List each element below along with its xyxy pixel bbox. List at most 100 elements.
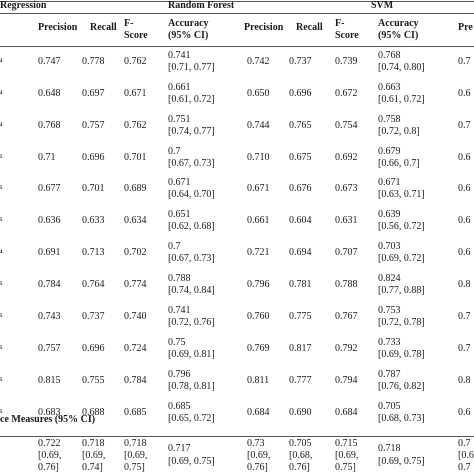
row-label: ⁵ (0, 312, 3, 321)
cell-rf-r: 0.737 (289, 56, 312, 67)
cell-lr-accuracy-ci: [0.74, 0.77] (168, 126, 215, 137)
cell-lr-accuracy-ci: [0.71, 0.77] (168, 62, 215, 73)
row-label: ⁴ (0, 121, 3, 130)
cell-svm-accuracy-value: 0.679 (378, 146, 401, 157)
cell-rf-p: 0.650 (247, 88, 270, 99)
cell-lr-p: 0.815 (38, 375, 61, 386)
cell-next: 0.6 (458, 88, 471, 99)
cell-rf-f: 0.739 (335, 56, 358, 67)
cell-rf-f: 0.788 (335, 279, 358, 290)
cell-rf-r: 0.696 (289, 88, 312, 99)
cell-lr-accuracy-value: 0.741 (168, 305, 191, 316)
cell-svm-accuracy-value: 0.753 (378, 305, 401, 316)
cell-lr-r: 0.778 (82, 56, 105, 67)
cell-lr-accuracy-value: 0.685 (168, 401, 191, 412)
cell-rf-r: 0.675 (289, 152, 312, 163)
summary-rf-fscore-3: 0.75] (335, 462, 356, 473)
cell-svm-accuracy-ci: [0.63, 0.71] (378, 189, 425, 200)
cell-rf-p: 0.744 (247, 120, 270, 131)
cell-svm-accuracy-ci: [0.72, 0.8] (378, 126, 420, 137)
cell-lr-p: 0.747 (38, 56, 61, 67)
cell-rf-f: 0.792 (335, 343, 358, 354)
col-svm-accuracy-1: Accuracy (378, 18, 419, 29)
summary-lr-precision-2: [0.69, (38, 450, 62, 461)
cell-lr-p: 0.683 (38, 407, 61, 418)
cell-next: 0.7 (458, 120, 471, 131)
subheader-rule (0, 46, 474, 47)
cell-lr-p: 0.784 (38, 279, 61, 290)
cell-svm-accuracy-value: 0.824 (378, 273, 401, 284)
col-svm-accuracy-2: (95% CI) (378, 30, 419, 41)
cell-svm-accuracy-value: 0.787 (378, 369, 401, 380)
cell-next: 0.6 (458, 152, 471, 163)
row-label: ⁵ (0, 280, 3, 289)
cell-svm-accuracy-ci: [0.77, 0.88] (378, 285, 425, 296)
summary-rule (0, 436, 474, 437)
cell-rf-f: 0.673 (335, 183, 358, 194)
top-rule (0, 1, 474, 2)
cell-lr-accuracy-value: 0.751 (168, 114, 191, 125)
cell-svm-accuracy-value: 0.758 (378, 114, 401, 125)
cell-lr-accuracy-ci: [0.67, 0.73] (168, 158, 215, 169)
cell-lr-r: 0.696 (82, 152, 105, 163)
cell-lr-accuracy-ci: [0.78, 0.81] (168, 381, 215, 392)
cell-svm-accuracy-value: 0.733 (378, 337, 401, 348)
cell-lr-r: 0.688 (82, 407, 105, 418)
group-header-svm: SVM (371, 0, 394, 11)
summary-rf-fscore-2: [0.69, (335, 450, 359, 461)
row-label: ⁵ (0, 376, 3, 385)
cell-svm-accuracy-ci: [0.76, 0.82] (378, 381, 425, 392)
col-lr-accuracy-2: (95% CI) (168, 30, 209, 41)
cell-lr-r: 0.757 (82, 120, 105, 131)
cell-lr-accuracy-ci: [0.67, 0.73] (168, 253, 215, 264)
cell-next: 0.6 (458, 215, 471, 226)
summary-rf-precision-2: [0.69, (247, 450, 271, 461)
summary-rf-recall-1: 0.705 (289, 438, 312, 449)
summary-rf-recall-3: 0.76] (289, 462, 310, 473)
cell-lr-p: 0.743 (38, 311, 61, 322)
summary-lr-recall-1: 0.718 (82, 438, 105, 449)
summary-lr-precision-1: 0.722 (38, 438, 61, 449)
summary-svm-accuracy-1: 0.718 (378, 443, 401, 454)
cell-svm-accuracy-ci: [0.69, 0.72] (378, 253, 425, 264)
summary-lr-recall-2: [0.69, (82, 450, 106, 461)
cell-rf-p: 0.721 (247, 247, 270, 258)
cell-lr-f: 0.671 (124, 88, 147, 99)
cell-svm-accuracy-ci: [0.74, 0.80] (378, 62, 425, 73)
col-lr-recall: Recall (90, 22, 117, 33)
cell-lr-p: 0.677 (38, 183, 61, 194)
cell-lr-f: 0.724 (124, 343, 147, 354)
cell-rf-p: 0.796 (247, 279, 270, 290)
summary-lr-accuracy-2: [0.69, 0.75] (168, 456, 215, 467)
cell-svm-accuracy-ci: [0.61, 0.72] (378, 94, 425, 105)
cell-lr-r: 0.755 (82, 375, 105, 386)
col-lr-f-score-2: Score (124, 30, 148, 41)
cell-rf-r: 0.694 (289, 247, 312, 258)
cell-rf-r: 0.765 (289, 120, 312, 131)
cell-lr-accuracy-value: 0.671 (168, 177, 191, 188)
cell-rf-p: 0.769 (247, 343, 270, 354)
row-label: ⁴ (0, 57, 3, 66)
cell-lr-accuracy-ci: [0.64, 0.70] (168, 189, 215, 200)
cell-svm-accuracy-value: 0.705 (378, 401, 401, 412)
col-lr-precision: Precision (38, 22, 78, 33)
cell-next: 0.6 (458, 407, 471, 418)
summary-lr-fscore-1: 0.718 (124, 438, 147, 449)
summary-rf-precision-3: 0.76] (247, 462, 268, 473)
cell-svm-accuracy-ci: [0.56, 0.72] (378, 221, 425, 232)
col-rf-recall: Recall (296, 22, 323, 33)
group-header-random-forest: Random Forest (168, 0, 235, 11)
col-rf-precision: Precision (244, 22, 284, 33)
row-label: ⁵ (0, 408, 3, 417)
summary-lr-accuracy-1: 0.717 (168, 443, 191, 454)
cell-lr-r: 0.737 (82, 311, 105, 322)
cell-rf-r: 0.676 (289, 183, 312, 194)
cell-rf-f: 0.754 (335, 120, 358, 131)
row-label: ⁵ (0, 184, 3, 193)
cell-rf-r: 0.777 (289, 375, 312, 386)
cell-lr-f: 0.762 (124, 56, 147, 67)
cell-next: 0.6 (458, 183, 471, 194)
summary-lr-recall-3: 0.74] (82, 462, 103, 473)
row-label: ⁵ (0, 344, 3, 353)
group-header-regression: Regression (0, 0, 47, 11)
